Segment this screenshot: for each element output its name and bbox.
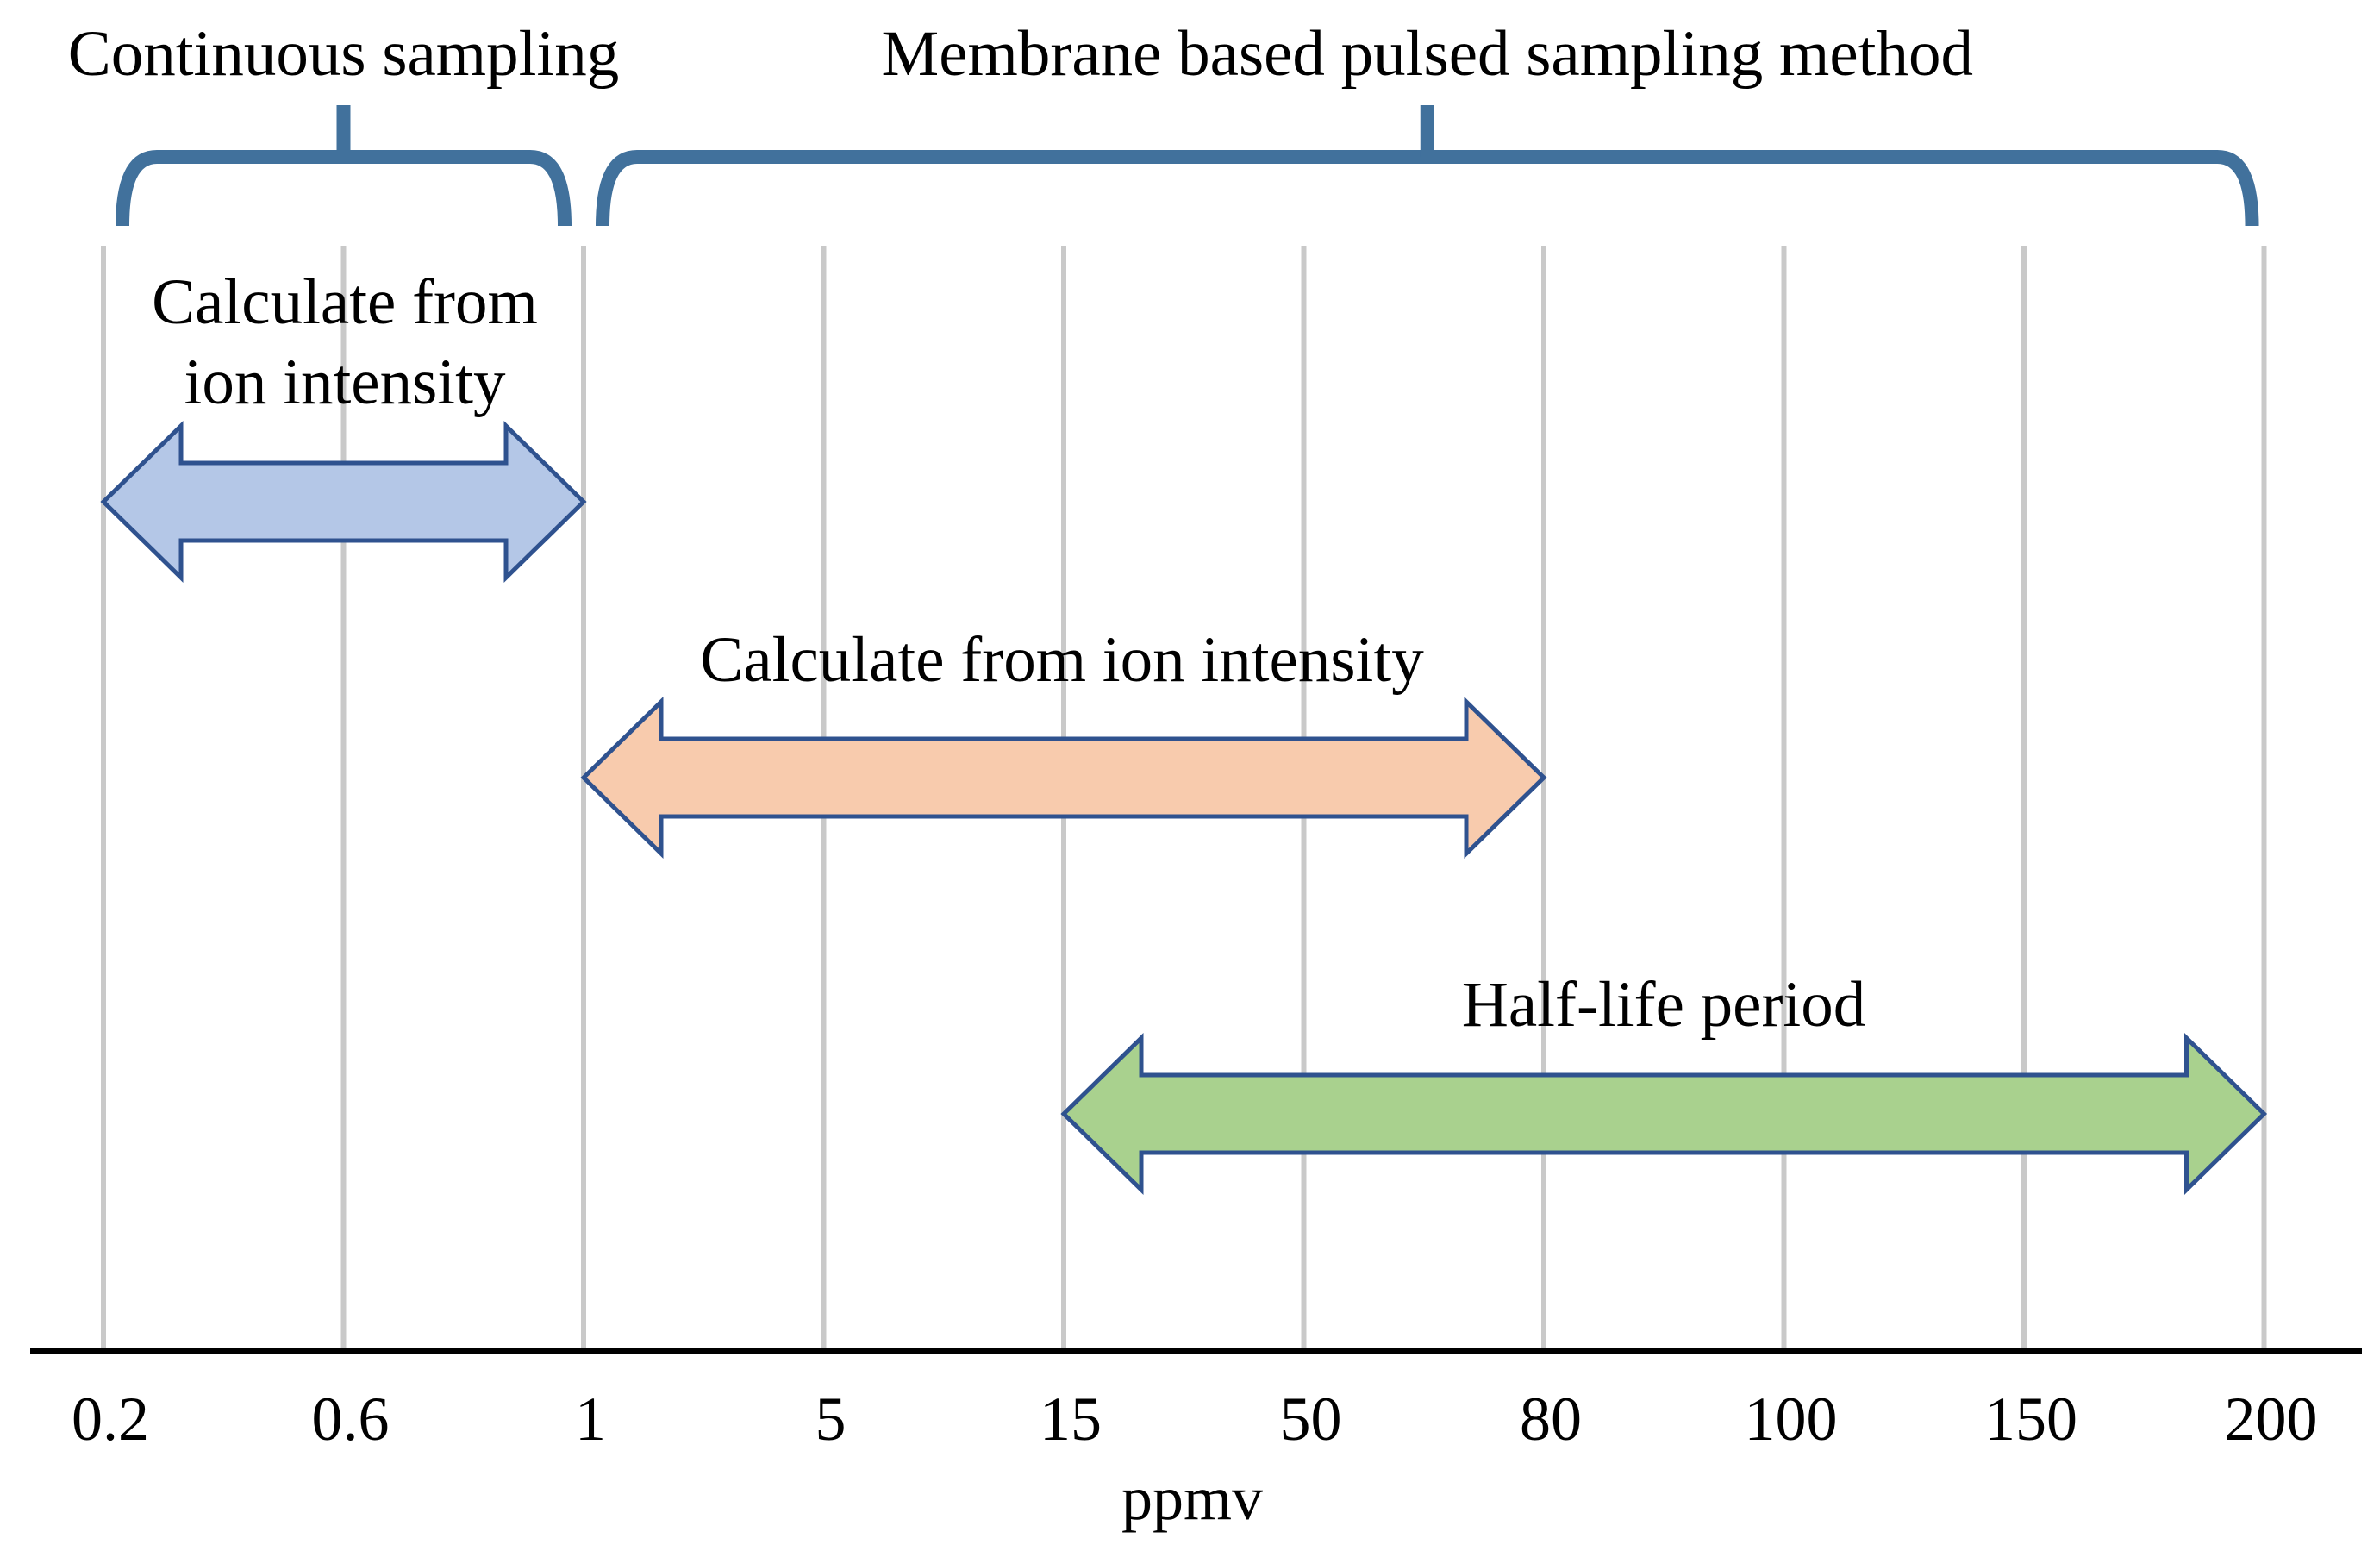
brackets: Continuous sampling Membrane based pulsed… bbox=[68, 18, 2259, 227]
bracket-curve bbox=[596, 150, 2259, 227]
tick-label: 150 bbox=[1984, 1385, 2077, 1454]
tick-label: 15 bbox=[1040, 1385, 1102, 1454]
range-arrow bbox=[580, 697, 1547, 859]
tick-label: 0.6 bbox=[312, 1385, 390, 1454]
range-arrows: Calculate from ion intensity Calculate fro… bbox=[100, 266, 2268, 1195]
tick-label: 80 bbox=[1520, 1385, 1582, 1454]
tick-label: 5 bbox=[815, 1385, 846, 1454]
tick-label: 0.2 bbox=[72, 1385, 149, 1454]
arrow-label: Half-life period bbox=[1462, 969, 1866, 1041]
tick-label: 200 bbox=[2225, 1385, 2318, 1454]
tick-label: 100 bbox=[1745, 1385, 1838, 1454]
continuous-sampling-title: Continuous sampling bbox=[68, 18, 620, 90]
x-axis: ppmv 0.2 0.6 1 5 15 50 80 100 150 200 bbox=[30, 1348, 2362, 1533]
arrow-label: Calculate from ion intensity bbox=[700, 624, 1424, 696]
tick-label: 1 bbox=[575, 1385, 606, 1454]
tick-label: 50 bbox=[1280, 1385, 1342, 1454]
pulsed-sampling-title: Membrane based pulsed sampling method bbox=[882, 18, 1973, 90]
x-axis-label: ppmv bbox=[1121, 1464, 1263, 1533]
range-arrow bbox=[1060, 1033, 2268, 1195]
arrow-label: Calculate from bbox=[152, 266, 538, 338]
arrow-label: ion intensity bbox=[184, 347, 506, 418]
range-arrow bbox=[100, 421, 587, 583]
bracket-curve bbox=[116, 150, 572, 227]
